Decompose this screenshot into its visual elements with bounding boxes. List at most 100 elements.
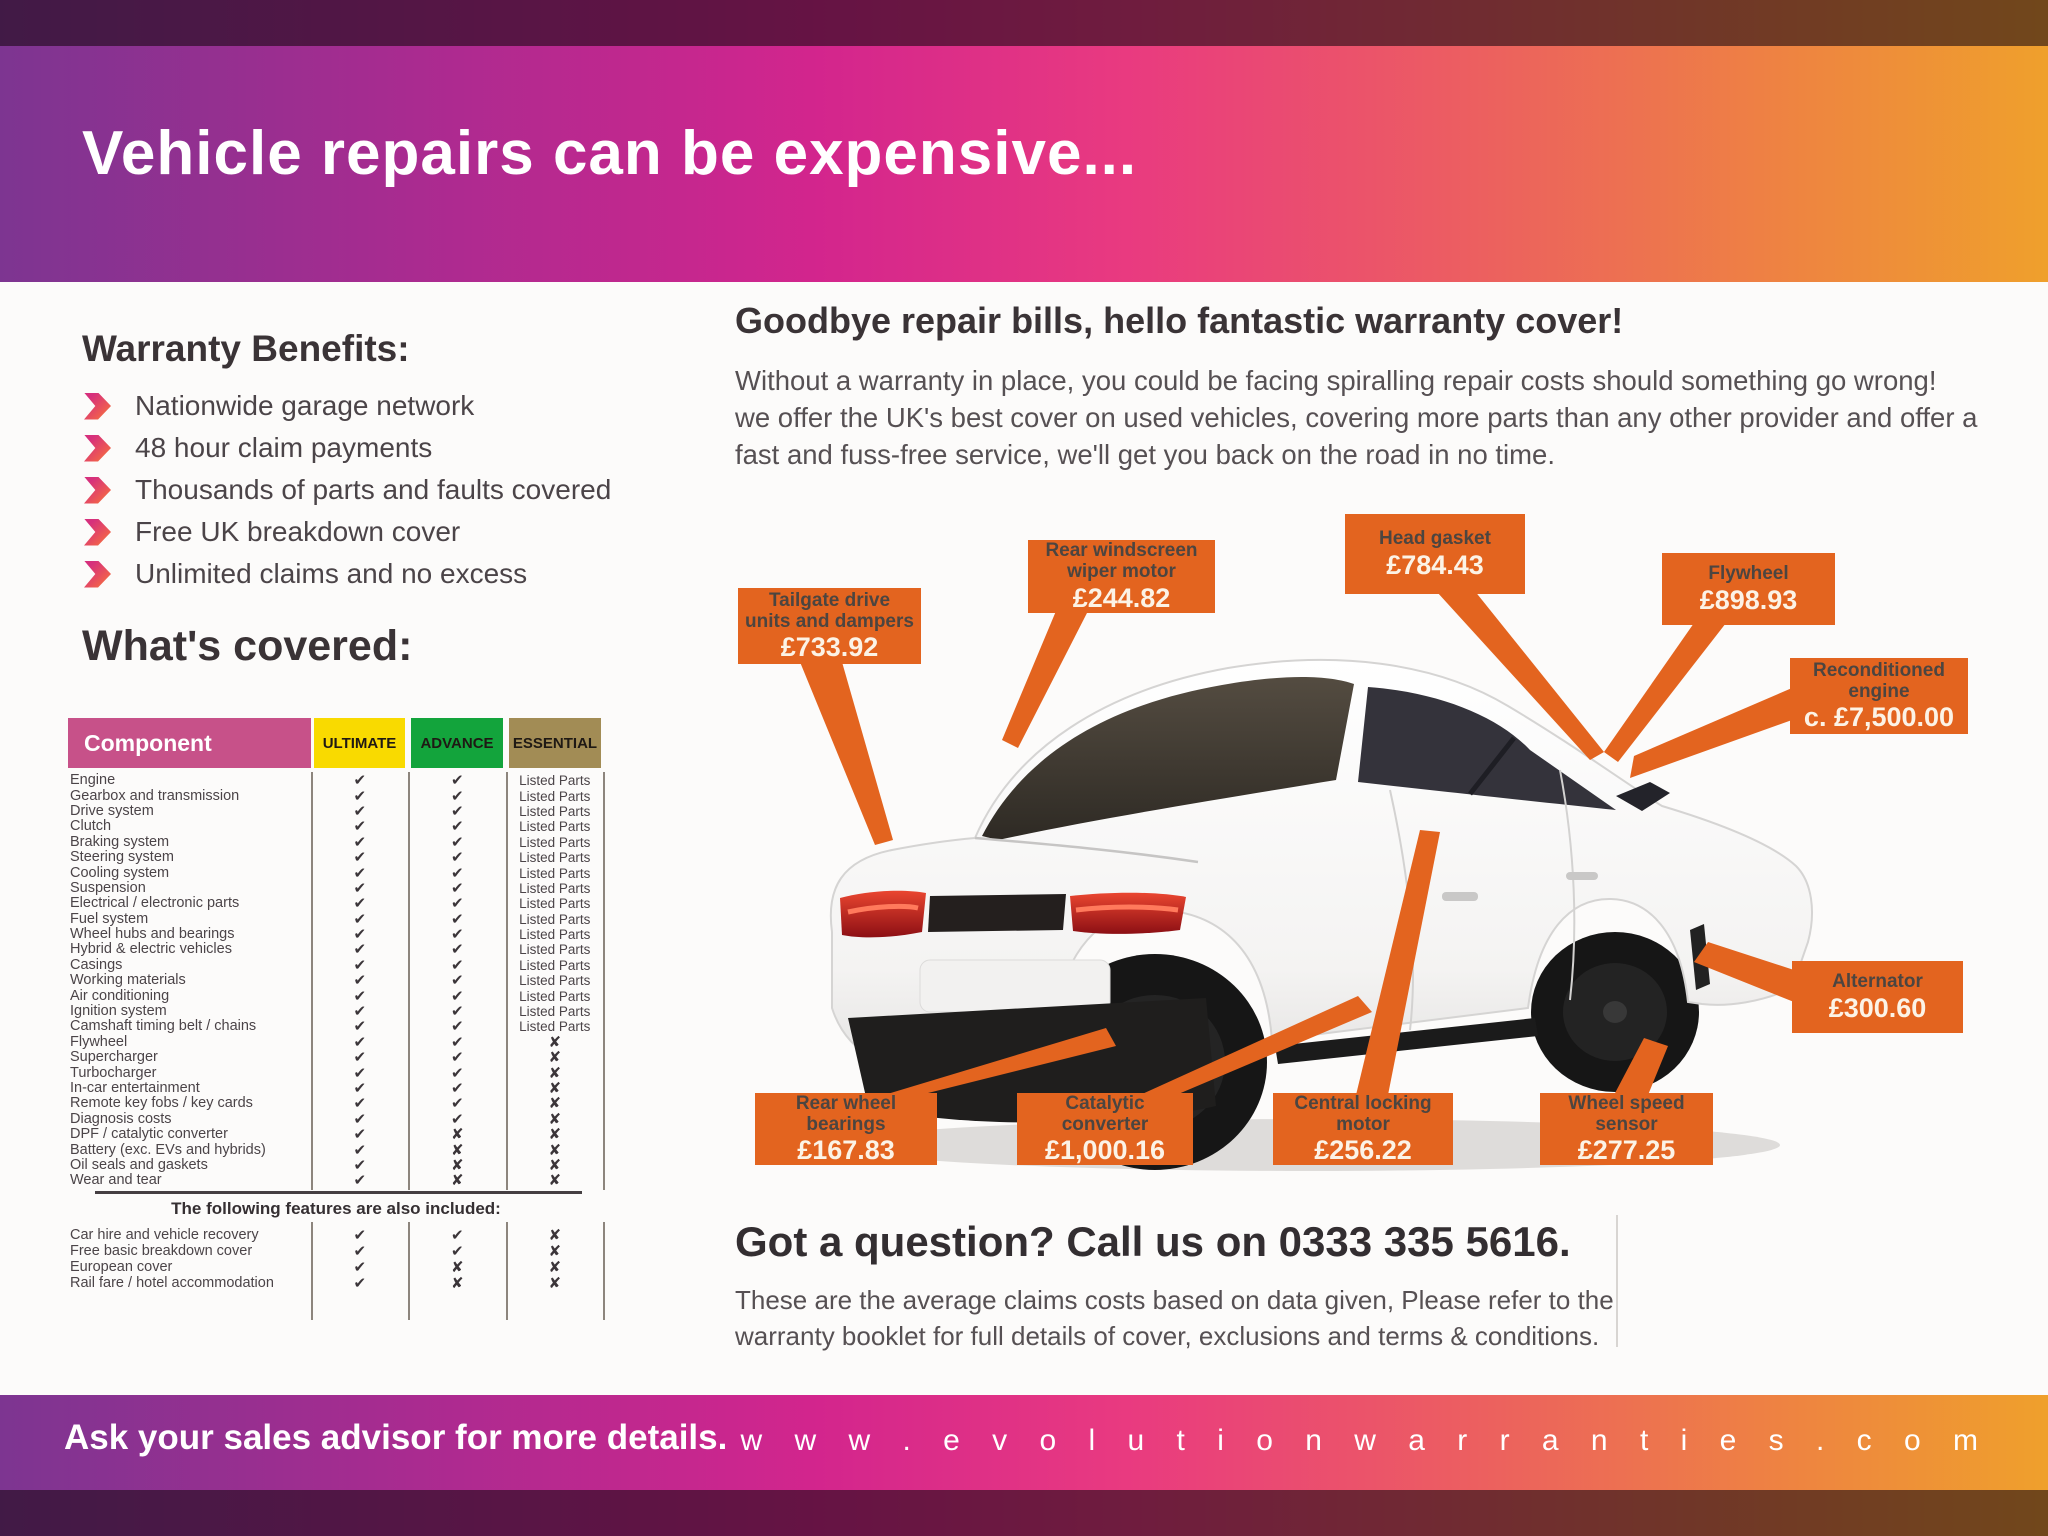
promo-line: Without a warranty in place, you could b…	[735, 365, 1937, 396]
check-icon: ✔	[353, 801, 367, 820]
arrow-bullet-icon	[84, 518, 111, 546]
check-icon: ✔	[353, 863, 367, 882]
check-icon: ✔	[450, 1032, 464, 1051]
component-name: Rail fare / hotel accommodation	[70, 1274, 274, 1291]
table-row: Engine ✔ ✔ Listed Parts	[68, 771, 604, 790]
callout-price: £784.43	[1386, 549, 1484, 580]
listed-parts-cell: Listed Parts	[519, 773, 591, 789]
callout-label: Rear windscreen wiper motor	[1045, 540, 1198, 582]
features-table-body: Car hire and vehicle recovery ✔ ✔ ✘ Free bas…	[68, 1227, 604, 1291]
check-icon: ✔	[450, 801, 464, 820]
callout-label: Wheel speed sensor	[1568, 1092, 1685, 1135]
table-row: DPF / catalytic converter ✔ ✘ ✘	[68, 1127, 604, 1142]
check-icon: ✔	[353, 1094, 367, 1113]
promo-body: Without a warranty in place, you could b…	[735, 362, 1985, 473]
promo-line: we offer the UK's best cover on used veh…	[735, 402, 1978, 470]
cross-icon: ✘	[548, 1171, 562, 1190]
check-icon: ✔	[450, 817, 464, 836]
listed-parts-cell: Listed Parts	[519, 927, 591, 943]
table-row: Suspension ✔ ✔ Listed Parts	[68, 878, 604, 897]
check-icon: ✔	[353, 832, 367, 851]
component-name: Diagnosis costs	[70, 1110, 172, 1127]
table-row: Wear and tear ✔ ✘ ✘	[68, 1173, 604, 1188]
cross-icon: ✘	[548, 1125, 562, 1144]
check-icon: ✔	[353, 1109, 367, 1128]
component-name: Wheel hubs and bearings	[70, 926, 235, 943]
callout-central-locking-motor: Central locking motor £256.22	[1273, 1093, 1453, 1165]
check-icon: ✔	[450, 771, 464, 790]
check-icon: ✔	[450, 925, 464, 944]
benefit-item: 48 hour claim payments	[84, 432, 611, 463]
callout-catalytic-converter: Catalytic converter £1,000.16	[1017, 1093, 1193, 1165]
component-name: Flywheel	[70, 1033, 128, 1050]
benefit-label: Free UK breakdown cover	[135, 516, 461, 547]
check-icon: ✔	[353, 817, 367, 836]
table-row: Wheel hubs and bearings ✔ ✔ Listed Parts	[68, 925, 604, 944]
callout-price: £167.83	[797, 1135, 895, 1166]
cross-icon: ✘	[548, 1257, 562, 1276]
check-icon: ✔	[353, 1002, 367, 1021]
cross-icon: ✘	[548, 1079, 562, 1097]
column-header-ultimate: ULTIMATE	[314, 718, 405, 768]
component-name: Casings	[70, 956, 123, 973]
component-name: Drive system	[70, 802, 154, 819]
listed-parts-cell: Listed Parts	[519, 803, 591, 819]
check-icon: ✔	[450, 878, 464, 897]
column-divider	[506, 1222, 508, 1320]
table-row: Braking system ✔ ✔ Listed Parts	[68, 832, 604, 851]
component-name: Fuel system	[70, 910, 149, 927]
table-row: In-car entertainment ✔ ✔ ✘	[68, 1081, 604, 1096]
check-icon: ✔	[450, 1017, 464, 1036]
table-row: Supercharger ✔ ✔ ✘	[68, 1050, 604, 1065]
check-icon: ✔	[450, 1079, 464, 1097]
top-edge-strip	[0, 0, 2048, 46]
bottom-edge-strip	[0, 1490, 2048, 1536]
cross-icon: ✘	[450, 1125, 464, 1144]
callout-price: c. £7,500.00	[1803, 702, 1955, 733]
cross-icon: ✘	[450, 1171, 464, 1190]
disclaimer-divider	[1616, 1215, 1618, 1347]
column-divider	[311, 772, 313, 1190]
table-row: Clutch ✔ ✔ Listed Parts	[68, 817, 604, 836]
covered-table-body: Engine ✔ ✔ Listed Parts Gearbox and transmis…	[68, 773, 604, 1189]
check-icon: ✔	[353, 1140, 367, 1159]
table-row: Fuel system ✔ ✔ Listed Parts	[68, 910, 604, 927]
column-divider	[603, 1222, 605, 1320]
check-icon: ✔	[450, 986, 464, 1005]
check-icon: ✔	[450, 1109, 464, 1128]
callout-label: Head gasket	[1379, 528, 1491, 550]
component-name: Wear and tear	[70, 1172, 162, 1189]
benefit-label: Thousands of parts and faults covered	[135, 474, 612, 505]
table-row: Diagnosis costs ✔ ✔ ✘	[68, 1109, 604, 1128]
column-divider	[408, 1222, 410, 1320]
footer-website-url: w w w . e v o l u t i o n w a r r a n t …	[740, 1424, 1990, 1457]
cross-icon: ✘	[548, 1241, 562, 1260]
component-name: Oil seals and gaskets	[70, 1156, 208, 1173]
table-row: Rail fare / hotel accommodation ✔ ✘ ✘	[68, 1275, 604, 1291]
promo-heading: Goodbye repair bills, hello fantastic wa…	[735, 300, 1624, 341]
arrow-bullet-icon	[84, 434, 111, 462]
features-heading: The following features are also included…	[171, 1199, 501, 1218]
check-icon: ✔	[450, 1063, 464, 1082]
listed-parts-cell: Listed Parts	[519, 911, 591, 927]
listed-parts-cell: Listed Parts	[519, 896, 591, 912]
component-name: In-car entertainment	[70, 1080, 200, 1096]
benefit-label: 48 hour claim payments	[135, 432, 433, 463]
callout-price: £733.92	[780, 632, 879, 663]
check-icon: ✔	[353, 955, 367, 974]
footer-sales-advisor-text: Ask your sales advisor for more details.	[64, 1418, 728, 1457]
check-icon: ✔	[450, 1094, 464, 1113]
benefit-label: Nationwide garage network	[135, 390, 475, 421]
column-header-component: Component	[68, 718, 311, 768]
component-name: Steering system	[70, 849, 174, 866]
component-name: Ignition system	[70, 1003, 167, 1020]
listed-parts-cell: Listed Parts	[519, 865, 591, 881]
arrow-bullet-icon	[84, 392, 111, 420]
page-title: Vehicle repairs can be expensive...	[82, 119, 1138, 188]
table-row: Battery (exc. EVs and hybrids) ✔ ✘ ✘	[68, 1142, 604, 1157]
table-row: Flywheel ✔ ✔ ✘	[68, 1032, 604, 1051]
callout-label: Alternator	[1832, 971, 1923, 993]
benefit-item: Thousands of parts and faults covered	[84, 474, 612, 505]
table-row: Remote key fobs / key cards ✔ ✔ ✘	[68, 1096, 604, 1111]
listed-parts-cell: Listed Parts	[519, 788, 591, 804]
